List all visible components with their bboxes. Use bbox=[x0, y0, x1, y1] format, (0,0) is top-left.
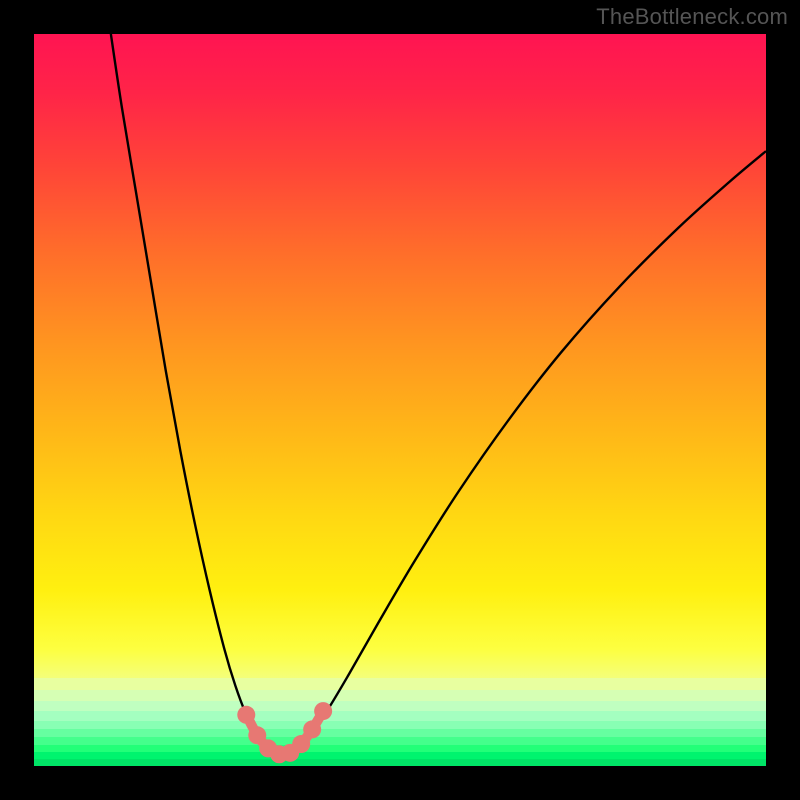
curve-marker bbox=[303, 720, 321, 738]
bottleneck-curve bbox=[111, 34, 766, 755]
curve-marker bbox=[237, 706, 255, 724]
curve-marker bbox=[314, 702, 332, 720]
curve-markers bbox=[237, 702, 332, 763]
curve-layer bbox=[34, 34, 766, 766]
plot-area bbox=[34, 34, 766, 766]
curve-marker bbox=[292, 735, 310, 753]
watermark-text: TheBottleneck.com bbox=[596, 4, 788, 30]
